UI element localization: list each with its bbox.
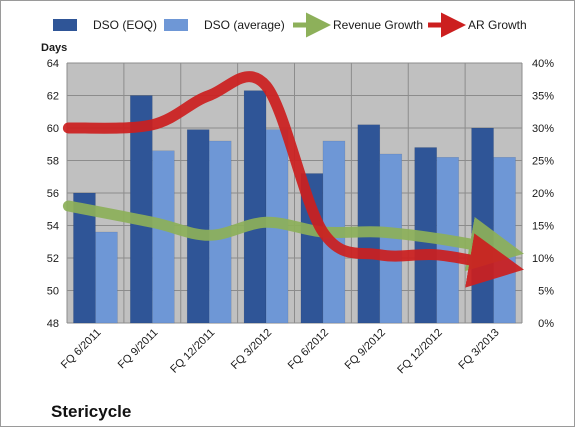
- y-axis-title: Days: [41, 42, 67, 54]
- bar-dso-average: [152, 150, 175, 324]
- x-tick-label: FQ 12/2011: [168, 327, 217, 376]
- y2-tick-label: 15%: [532, 221, 554, 233]
- y2-tick-label: 0%: [538, 318, 554, 330]
- company-name: Stericycle: [51, 402, 131, 421]
- x-tick-label: FQ 12/2012: [395, 327, 445, 377]
- y-tick-label: 58: [47, 156, 59, 168]
- growth-lines: [62, 71, 524, 288]
- y2-tick-label: 30%: [532, 123, 554, 135]
- revenue-growth-line: [62, 200, 524, 272]
- y2-tick-label: 10%: [532, 253, 554, 265]
- legend-swatch: [53, 19, 77, 31]
- x-tick-label: FQ 6/2012: [286, 327, 331, 372]
- x-tick-label: FQ 9/2012: [343, 327, 388, 372]
- y-tick-label: 56: [47, 188, 59, 200]
- bar-dso-eoq: [471, 127, 494, 324]
- y2-tick-label: 35%: [532, 91, 554, 103]
- legend-label: AR Growth: [468, 18, 527, 32]
- y2-tick-label: 20%: [532, 188, 554, 200]
- bar-dso-eoq: [357, 124, 381, 324]
- legend-label: DSO (EOQ): [93, 18, 157, 32]
- y2-tick-label: 25%: [532, 156, 554, 168]
- y2-tick-label: 40%: [532, 58, 554, 70]
- y-tick-label: 54: [47, 221, 59, 233]
- y-tick-label: 64: [47, 58, 59, 70]
- bar-dso-eoq: [243, 90, 267, 324]
- bar-dso-average: [493, 157, 516, 324]
- x-tick-label: FQ 3/2013: [456, 327, 501, 372]
- ar-growth-line: [62, 71, 524, 288]
- y-tick-label: 48: [47, 318, 59, 330]
- x-tick-label: FQ 9/2011: [116, 327, 161, 372]
- x-tick-label: FQ 3/2012: [229, 327, 274, 372]
- legend-swatch: [164, 19, 188, 31]
- x-tick-label: FQ 6/2011: [59, 327, 104, 372]
- legend: DSO (EOQ) DSO (average) Revenue Growth AR G…: [53, 12, 527, 38]
- legend-label: DSO (average): [204, 18, 285, 32]
- legend-label: Revenue Growth: [333, 18, 423, 32]
- y-tick-label: 62: [47, 91, 59, 103]
- y2-tick-label: 5%: [538, 286, 554, 298]
- y-tick-label: 52: [47, 253, 59, 265]
- y-tick-label: 60: [47, 123, 59, 135]
- bar-dso-eoq: [186, 129, 210, 324]
- y-tick-label: 50: [47, 286, 59, 298]
- bar-dso-average: [95, 231, 118, 324]
